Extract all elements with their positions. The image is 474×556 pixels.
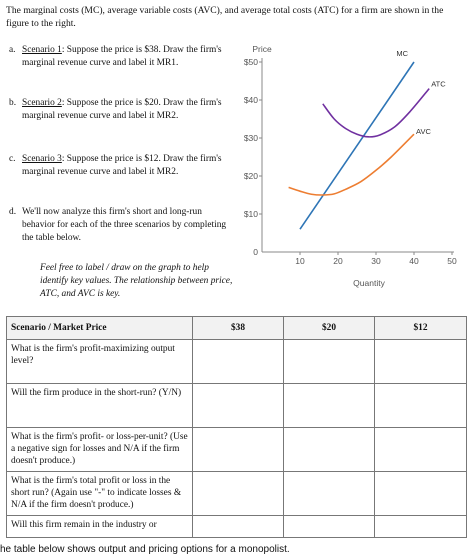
row-question: Will this firm remain in the industry or (6, 515, 193, 538)
header-scenario: Scenario / Market Price (6, 316, 193, 340)
atc-label: ATC (431, 80, 446, 89)
scenario-a-label: a. (9, 45, 16, 55)
answer-cell[interactable] (192, 427, 284, 472)
answer-cell[interactable] (374, 339, 467, 384)
chart-series (288, 61, 430, 230)
table-row: What is the firm's profit- or loss-per-u… (6, 427, 467, 472)
scenario-d: d. We'll now analyze this firm's short a… (9, 206, 227, 245)
answer-cell[interactable] (374, 515, 467, 538)
y-tick-label: $50 (244, 57, 258, 67)
avc-curve (288, 133, 415, 196)
mc-curve (299, 61, 415, 230)
chart-ticks: $50 $40 $30 $20 $10 0 10 20 30 40 50 (244, 57, 457, 266)
scenario-b: b. Scenario 2: Suppose the price is $20.… (9, 97, 227, 123)
avc-label: AVC (416, 127, 431, 136)
x-tick-label: 40 (409, 256, 419, 266)
answer-cell[interactable] (192, 471, 284, 516)
answer-cell[interactable] (283, 515, 375, 538)
atc-curve (322, 88, 430, 138)
table-row: Will the firm produce in the short-run? … (6, 383, 467, 428)
scenario-a-title: Scenario 1 (22, 45, 62, 55)
answer-cell[interactable] (374, 427, 467, 472)
chart-axes (261, 58, 454, 253)
graph-note: Feel free to label / draw on the graph t… (40, 263, 233, 299)
cost-curves-chart[interactable]: $50 $40 $30 $20 $10 0 10 20 30 40 50 Price Quantity… (230, 30, 468, 292)
answer-cell[interactable] (283, 339, 375, 384)
intro-text: The marginal costs (MC), average variabl… (6, 5, 444, 29)
mc-label: MC (396, 49, 408, 58)
y-tick-label: 0 (253, 247, 258, 257)
table-row: What is the firm's profit-maximizing out… (6, 339, 467, 384)
analysis-table: Scenario / Market Price $38 $20 $12 What… (6, 316, 467, 538)
table-row: What is the firm's total profit or loss … (6, 471, 467, 516)
answer-cell[interactable] (374, 383, 467, 428)
row-question: What is the firm's profit-maximizing out… (6, 339, 193, 384)
row-question: Will the firm produce in the short-run? … (6, 383, 193, 428)
x-tick-label: 50 (447, 256, 457, 266)
row-question: What is the firm's total profit or loss … (6, 471, 193, 516)
answer-cell[interactable] (192, 383, 284, 428)
table-header-row: Scenario / Market Price $38 $20 $12 (6, 316, 467, 340)
answer-cell[interactable] (283, 383, 375, 428)
y-tick-label: $10 (244, 209, 258, 219)
chart-labels: Price Quantity MC ATC AVC (252, 44, 446, 288)
scenario-b-label: b. (9, 98, 17, 108)
header-price-12: $12 (374, 316, 467, 340)
x-tick-label: 10 (295, 256, 305, 266)
x-axis-title: Quantity (353, 278, 385, 288)
header-price-38: $38 (192, 316, 284, 340)
scenario-c: c. Scenario 3: Suppose the price is $12.… (9, 153, 227, 179)
scenario-c-text: : Suppose the price is $12. Draw the fir… (22, 154, 222, 177)
y-tick-label: $30 (244, 133, 258, 143)
header-price-20: $20 (283, 316, 375, 340)
footer-text: he table below shows output and pricing … (0, 544, 290, 555)
scenario-b-title: Scenario 2 (22, 98, 62, 108)
answer-cell[interactable] (283, 471, 375, 516)
answer-cell[interactable] (374, 471, 467, 516)
scenario-b-text: : Suppose the price is $20. Draw the fir… (22, 98, 222, 121)
scenario-c-title: Scenario 3 (22, 154, 62, 164)
answer-cell[interactable] (192, 515, 284, 538)
y-tick-label: $40 (244, 95, 258, 105)
answer-cell[interactable] (283, 427, 375, 472)
scenario-d-text: We'll now analyze this firm's short and … (22, 207, 227, 243)
row-question: What is the firm's profit- or loss-per-u… (6, 427, 193, 472)
table-row: Will this firm remain in the industry or (6, 515, 467, 538)
x-tick-label: 20 (333, 256, 343, 266)
scenario-d-label: d. (9, 207, 17, 217)
answer-cell[interactable] (192, 339, 284, 384)
y-axis-title: Price (252, 44, 272, 54)
scenario-a-text: : Suppose the price is $38. Draw the fir… (22, 45, 222, 68)
y-tick-label: $20 (244, 171, 258, 181)
scenario-c-label: c. (9, 154, 16, 164)
x-tick-label: 30 (371, 256, 381, 266)
scenario-a: a. Scenario 1: Suppose the price is $38.… (9, 44, 227, 70)
